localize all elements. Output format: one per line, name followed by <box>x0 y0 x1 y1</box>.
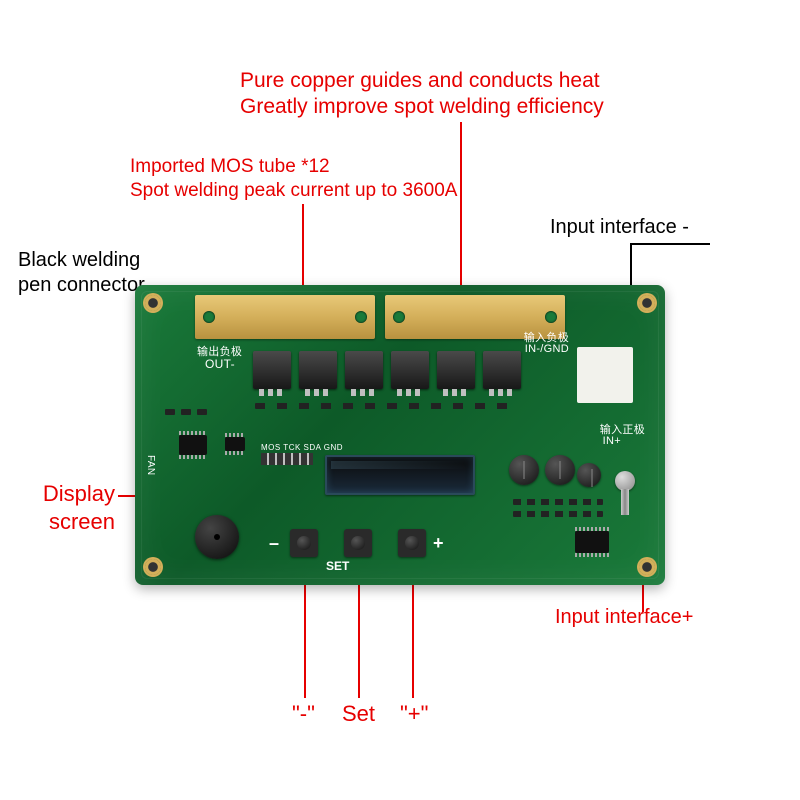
mount-hole <box>145 295 161 311</box>
pcb-board: 输出负极 OUT- 输入负极 IN-/GND 输入正极 IN+ FAN MOS … <box>135 285 665 585</box>
capacitor <box>545 455 575 485</box>
leader-btn-minus <box>304 570 306 698</box>
capacitor <box>509 455 539 485</box>
callout-mos: Imported MOS tube *12 Spot welding peak … <box>130 155 457 203</box>
ic-chip <box>179 435 207 455</box>
mount-hole <box>639 559 655 575</box>
copper-busbar-left <box>195 295 375 339</box>
silk-ingnd-en: IN-/GND <box>525 343 569 355</box>
headline: Pure copper guides and conducts heat Gre… <box>240 68 604 121</box>
screw-terminal <box>615 471 635 491</box>
leader-copper <box>460 122 462 294</box>
silk-fan: FAN <box>145 455 156 475</box>
leader-btn-set <box>358 570 360 698</box>
silk-btn-minus: – <box>269 533 279 554</box>
capacitor <box>577 463 601 487</box>
mosfet <box>437 351 475 389</box>
mosfet <box>345 351 383 389</box>
mount-hole <box>639 295 655 311</box>
callout-display-l2: screen <box>35 508 115 536</box>
button-plus[interactable] <box>398 529 426 557</box>
oled-display <box>325 455 475 495</box>
button-set[interactable] <box>344 529 372 557</box>
headline-line2: Greatly improve spot welding efficiency <box>240 94 604 120</box>
callout-display: Display screen <box>35 480 115 535</box>
input-gnd-pad <box>577 347 633 403</box>
callout-btn-set: Set <box>342 700 375 728</box>
callout-input-plus: Input interface+ <box>555 605 693 630</box>
mosfet <box>299 351 337 389</box>
leader-btn-plus <box>412 570 414 698</box>
callout-black-pen: Black welding pen connector <box>18 248 145 298</box>
mosfet <box>391 351 429 389</box>
silk-btn-set: SET <box>326 559 349 573</box>
smd <box>513 511 603 517</box>
headline-line1: Pure copper guides and conducts heat <box>240 68 604 94</box>
leader-inminus-h <box>630 243 710 245</box>
smd <box>197 409 207 415</box>
callout-input-minus: Input interface - <box>550 215 689 240</box>
buzzer <box>195 515 239 559</box>
callout-btn-minus: "-" <box>292 700 315 728</box>
silk-btn-plus: + <box>433 533 444 554</box>
callout-black-pen-l1: Black welding <box>18 248 145 273</box>
mosfet <box>253 351 291 389</box>
callout-btn-plus: "+" <box>400 700 428 728</box>
silk-header: MOS TCK SDA GND <box>261 443 343 452</box>
ic-chip <box>225 437 245 451</box>
smd <box>255 403 515 409</box>
smd <box>513 499 603 505</box>
callout-mos-line2: Spot welding peak current up to 3600A <box>130 179 457 203</box>
mosfet <box>483 351 521 389</box>
standoff <box>621 489 629 515</box>
pin-header <box>261 453 313 465</box>
callout-mos-line1: Imported MOS tube *12 <box>130 155 457 179</box>
button-minus[interactable] <box>290 529 318 557</box>
mount-hole <box>145 559 161 575</box>
silk-inplus-en: IN+ <box>603 435 621 447</box>
ic-chip <box>575 531 609 553</box>
smd <box>165 409 175 415</box>
smd <box>181 409 191 415</box>
callout-black-pen-l2: pen connector <box>18 273 145 298</box>
silk-out-en: OUT- <box>205 357 235 371</box>
callout-display-l1: Display <box>35 480 115 508</box>
